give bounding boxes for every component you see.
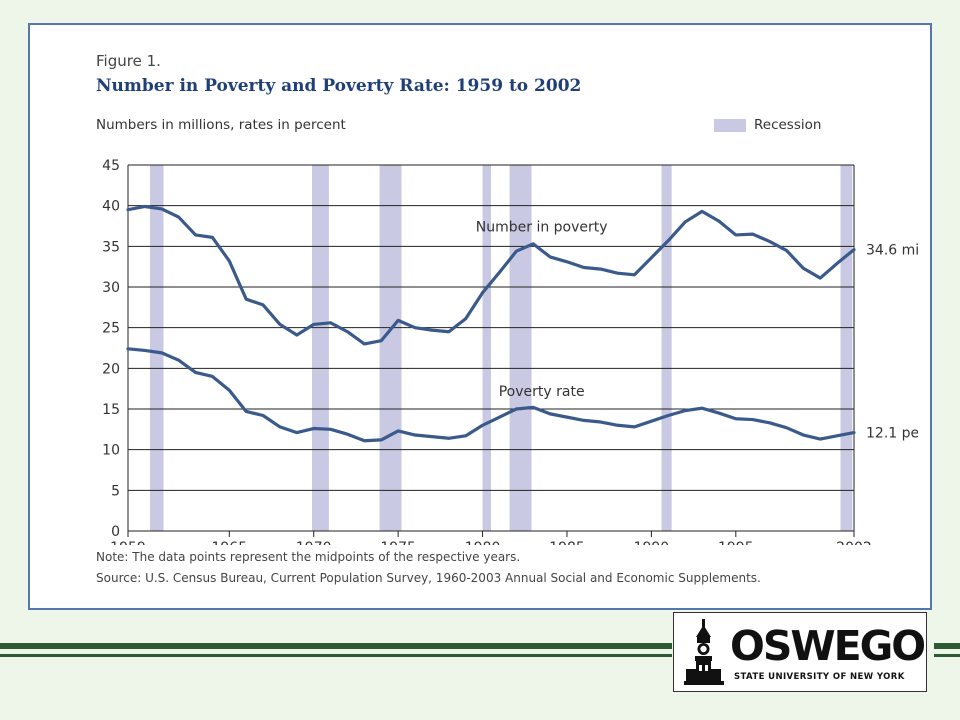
recession-band bbox=[509, 165, 532, 531]
oswego-logo: OSWEGO STATE UNIVERSITY OF NEW YORK bbox=[673, 612, 927, 692]
series-name-label: Poverty rate bbox=[499, 384, 585, 400]
recession-swatch bbox=[714, 118, 746, 132]
figure-title: Number in Poverty and Poverty Rate: 1959… bbox=[96, 76, 582, 96]
x-tick-label: 1975 bbox=[380, 540, 416, 545]
chart-note: Note: The data points represent the midp… bbox=[96, 550, 521, 564]
y-tick-label: 0 bbox=[111, 524, 120, 540]
x-tick-label: 1985 bbox=[549, 540, 585, 545]
recession-band bbox=[149, 165, 164, 531]
x-tick-label: 1965 bbox=[211, 540, 247, 545]
series-end-label: 34.6 million bbox=[866, 243, 918, 259]
green-bar-left-thick bbox=[0, 643, 672, 649]
series-name-label: Number in poverty bbox=[476, 220, 608, 236]
x-tick-label: 2002 bbox=[836, 540, 872, 545]
series-lines bbox=[126, 204, 856, 443]
legend: Recession bbox=[714, 117, 821, 133]
recession-band bbox=[482, 165, 491, 531]
y-tick-label: 5 bbox=[111, 483, 120, 499]
y-tick-label: 20 bbox=[102, 361, 120, 377]
green-bar-right-thick bbox=[934, 643, 960, 649]
series-line bbox=[126, 347, 856, 443]
series-end-label: 12.1 percent bbox=[866, 426, 918, 442]
y-tick-label: 45 bbox=[102, 158, 120, 174]
green-bar-right-thin bbox=[934, 654, 960, 657]
x-tick-label: 1959 bbox=[110, 540, 146, 545]
clock-tower-icon bbox=[684, 619, 724, 685]
oswego-subtitle: STATE UNIVERSITY OF NEW YORK bbox=[734, 672, 905, 682]
y-tick-label: 35 bbox=[102, 239, 120, 255]
x-tick-label: 1990 bbox=[634, 540, 670, 545]
recession-band bbox=[840, 165, 853, 531]
chart-source: Source: U.S. Census Bureau, Current Popu… bbox=[96, 571, 761, 585]
green-bar-left-thin bbox=[0, 654, 672, 657]
x-tick-label: 1970 bbox=[296, 540, 332, 545]
figure-panel: Figure 1. Number in Poverty and Poverty … bbox=[28, 23, 932, 610]
units-label: Numbers in millions, rates in percent bbox=[96, 117, 346, 133]
y-tick-label: 30 bbox=[102, 280, 120, 296]
series-line bbox=[126, 204, 856, 346]
legend-label: Recession bbox=[754, 117, 822, 133]
chart-labels: 0 5 10 15 20 25 30 35 40 45 1959 1965 1970 1975 1980 19… bbox=[102, 158, 918, 545]
recession-band bbox=[661, 165, 672, 531]
y-tick-label: 15 bbox=[102, 402, 120, 418]
recession-band bbox=[379, 165, 402, 531]
oswego-wordmark: OSWEGO bbox=[730, 622, 926, 670]
figure-label: Figure 1. bbox=[96, 52, 161, 70]
x-tick-label: 1980 bbox=[465, 540, 501, 545]
y-tick-label: 25 bbox=[102, 321, 120, 337]
y-tick-label: 10 bbox=[102, 443, 120, 459]
gridlines bbox=[128, 164, 854, 532]
poverty-chart: 0 5 10 15 20 25 30 35 40 45 1959 1965 1970 1975 1980 19… bbox=[102, 158, 918, 545]
x-tick-label: 1995 bbox=[718, 540, 754, 545]
y-tick-label: 40 bbox=[102, 199, 120, 215]
recession-band bbox=[312, 165, 329, 531]
